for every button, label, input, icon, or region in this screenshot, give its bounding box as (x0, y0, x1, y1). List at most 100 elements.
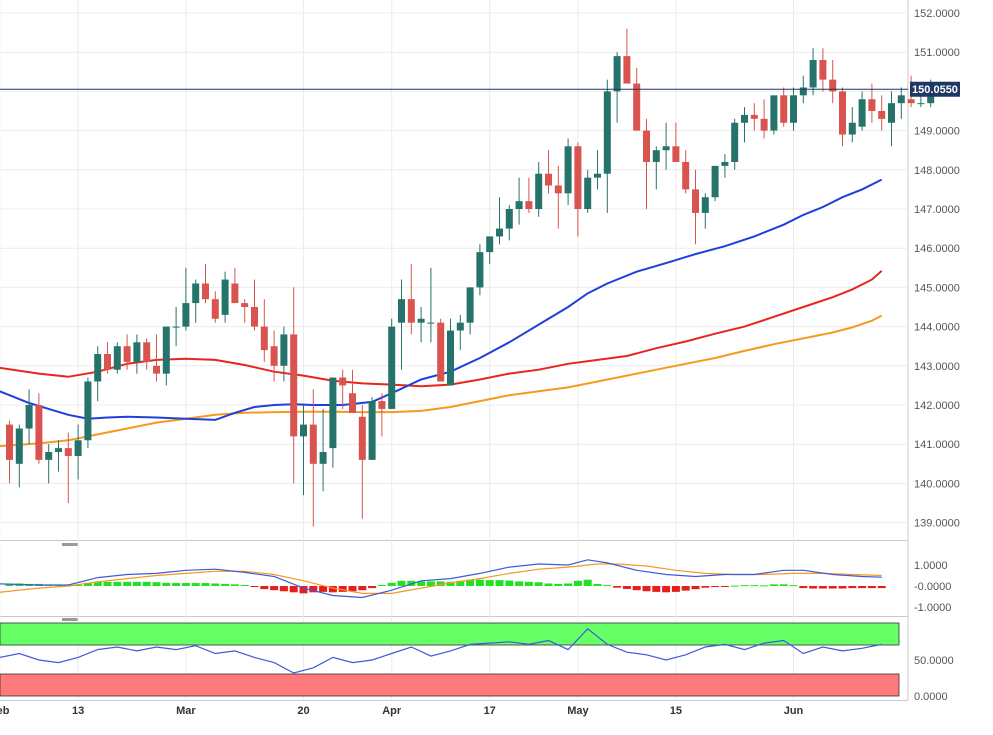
macd-histogram-bar (681, 586, 690, 591)
candle-up (731, 118, 739, 170)
candle-down (682, 150, 690, 194)
candle-body (45, 452, 53, 460)
candle-body (319, 452, 327, 464)
current-price-badge: 150.0550 (910, 81, 960, 97)
macd-histogram-bar (848, 586, 857, 589)
price-tick-label: 151.0000 (914, 47, 960, 59)
candle-body (672, 146, 680, 162)
time-tick-label: 15 (670, 705, 682, 717)
macd-histogram-bar (211, 583, 220, 586)
candle-body (162, 326, 170, 374)
rsi-panel (0, 622, 900, 697)
candle-down (123, 334, 131, 370)
price-tick-label: 145.0000 (914, 282, 960, 294)
candle-body (868, 99, 876, 111)
candle-down (574, 142, 582, 237)
candle-up (594, 150, 601, 190)
candle-down (202, 263, 209, 304)
candle-body (643, 130, 650, 162)
candle-down (554, 165, 562, 229)
candle-up (790, 87, 797, 131)
macd-histogram-bar (534, 582, 543, 586)
candle-body (74, 440, 82, 456)
macd-histogram-bar (515, 581, 524, 586)
macd-histogram-bar (485, 580, 494, 586)
price-tick-label: 140.0000 (914, 478, 960, 490)
candle-body (574, 146, 582, 209)
rsi-overbought-zone (0, 622, 900, 646)
macd-histogram-bar (701, 586, 710, 588)
macd-histogram-bar (779, 584, 788, 586)
candle-up (74, 424, 82, 480)
candle-up (809, 48, 817, 96)
candle-body (907, 99, 915, 104)
candle-up (25, 389, 33, 445)
candle-body (407, 299, 415, 323)
macd-histogram-bar (858, 586, 867, 589)
candle-up (897, 87, 905, 119)
candle-body (623, 56, 631, 84)
candle-body (476, 252, 484, 288)
macd-histogram-bar (436, 581, 445, 586)
macd-tick-label: -1.0000 (914, 602, 951, 614)
candle-down (35, 393, 43, 464)
candle-down (780, 87, 788, 127)
candle-down (211, 291, 219, 323)
macd-histogram-bar (348, 586, 357, 592)
macd-histogram-bar (691, 586, 700, 590)
candle-body (123, 346, 131, 362)
resize-handle-2[interactable] (62, 618, 78, 621)
candle-up (319, 408, 327, 492)
candle-up (280, 326, 288, 382)
candle-down (407, 263, 415, 335)
macd-histogram-bar (417, 581, 426, 586)
macd-histogram-bar (789, 585, 798, 587)
price-tick-label: 147.0000 (914, 204, 960, 216)
candle-up (584, 169, 592, 213)
candle-body (878, 111, 886, 119)
macd-histogram-bar (632, 586, 641, 591)
candle-down (868, 83, 876, 123)
macd-histogram-bar (720, 586, 729, 587)
candle-body (231, 283, 239, 304)
candle-body (711, 165, 719, 198)
macd-histogram-bar (309, 586, 318, 593)
candle-down (309, 389, 317, 527)
candle-body (750, 114, 758, 119)
candle-up (535, 161, 543, 217)
macd-histogram-bar (387, 582, 396, 586)
candle-body (721, 161, 729, 166)
resize-handle-1[interactable] (62, 543, 78, 546)
candle-body (633, 83, 641, 131)
candle-up (888, 91, 895, 147)
macd-histogram-bar (593, 583, 602, 586)
macd-histogram-bar (867, 586, 876, 589)
macd-histogram-bar (319, 586, 328, 592)
candle-body (388, 326, 396, 409)
macd-histogram-bar (83, 582, 92, 586)
candle-body (368, 401, 376, 460)
candle-down (6, 420, 13, 484)
main-panel-frame (0, 0, 908, 540)
macd-histogram-bar (475, 579, 484, 586)
candle-body (652, 150, 660, 162)
candle-body (260, 326, 268, 351)
macd-tick-label: 1.0000 (914, 560, 948, 572)
candle-up (701, 193, 709, 229)
rsi-oversold-zone (0, 673, 900, 697)
price-tick-label: 139.0000 (914, 518, 960, 530)
macd-histogram-bar (603, 585, 612, 587)
macd-histogram-bar (838, 586, 847, 589)
candle-up (466, 287, 474, 335)
candle-up (84, 377, 92, 449)
candle-body (692, 189, 699, 213)
candle-down (349, 369, 356, 413)
candle-down (437, 318, 445, 382)
macd-histogram-bar (142, 581, 151, 586)
candle-down (358, 405, 366, 519)
candle-body (35, 405, 43, 460)
candle-body (888, 103, 895, 123)
candle-body (378, 401, 386, 409)
candle-up (652, 146, 660, 190)
macd-histogram-bar (740, 585, 749, 587)
